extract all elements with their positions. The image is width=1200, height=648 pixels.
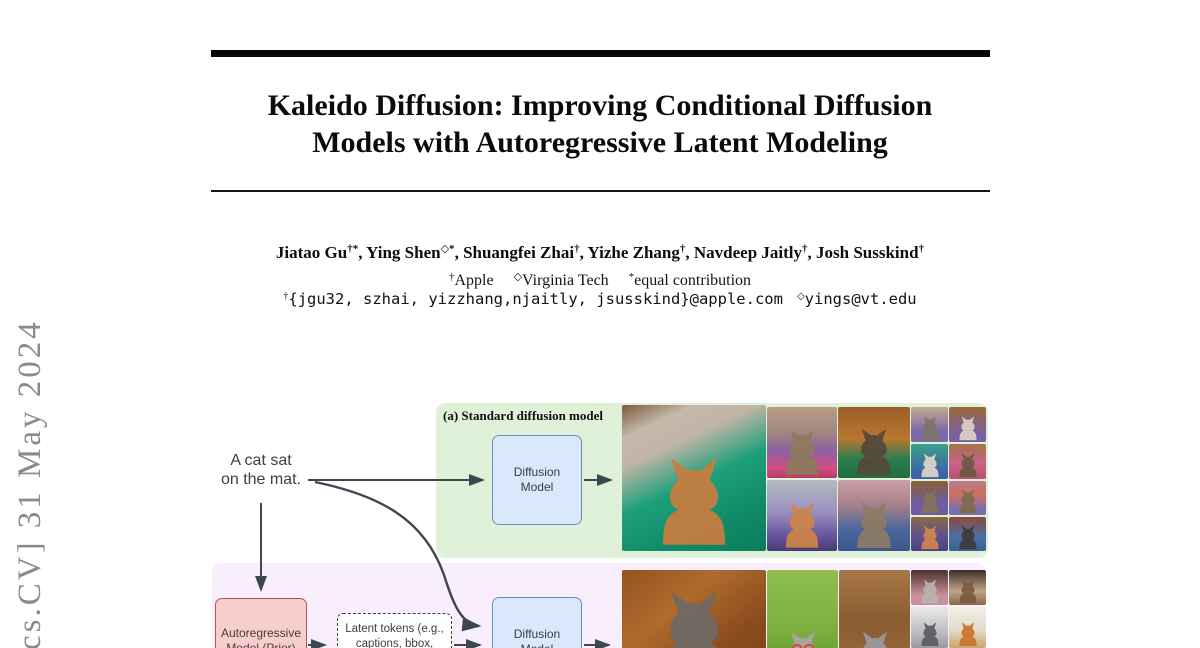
affil: *equal contribution <box>628 271 752 290</box>
cat-image-cartoon <box>767 570 838 648</box>
affil: ◇Virginia Tech <box>513 271 609 290</box>
author: Shuangfei Zhai† <box>463 243 580 262</box>
authors-line: Jiatao Gu†*, Ying Shen◇*, Shuangfei Zhai… <box>275 243 925 262</box>
author: Ying Shen◇* <box>366 243 455 262</box>
autoregressive-prior-box: Autoregressive Model (Prior) <box>215 598 307 648</box>
author: Josh Susskind† <box>816 243 925 262</box>
cat-image <box>911 481 948 515</box>
cat-image <box>949 481 986 515</box>
cat-image <box>767 480 837 551</box>
cat-image <box>949 570 986 605</box>
cat-image <box>911 570 948 605</box>
cat-image <box>949 444 986 479</box>
panel-a-label: (a) Standard diffusion model <box>443 408 603 423</box>
cat-image <box>622 570 766 648</box>
samples-grid-standard <box>622 405 988 551</box>
cat-image <box>838 407 910 478</box>
title-rule-bottom <box>211 190 990 192</box>
email-item: †{jgu32, szhai, yizzhang,njaitly, jsussk… <box>283 290 783 308</box>
cat-image <box>911 517 948 551</box>
diffusion-model-box-b: Diffusion Model <box>492 597 582 648</box>
author: Jiatao Gu†* <box>275 243 359 262</box>
prompt-text: A cat sat on the mat. <box>220 452 302 488</box>
paper-title-line2: Models with Autoregressive Latent Modeli… <box>312 126 888 159</box>
cat-image <box>767 407 837 478</box>
cat-image <box>949 517 986 551</box>
latent-tokens-box: Latent tokens (e.g., captions, bbox, <box>337 613 452 648</box>
cat-image <box>839 570 910 648</box>
cat-image <box>949 607 986 648</box>
emails-line: †{jgu32, szhai, yizzhang,njaitly, jsussk… <box>100 290 1100 308</box>
title-rule-top <box>211 50 990 57</box>
cat-image <box>911 607 948 648</box>
email-item: ◇yings@vt.edu <box>796 290 917 308</box>
cat-image <box>622 405 766 551</box>
cat-image <box>911 444 948 479</box>
paper-title-line1: Kaleido Diffusion: Improving Conditional… <box>267 89 933 122</box>
author: Navdeep Jaitly† <box>693 243 808 262</box>
diffusion-model-box-a: Diffusion Model <box>492 435 582 525</box>
cat-image <box>949 407 986 442</box>
cat-image <box>911 407 948 442</box>
cat-image <box>838 480 910 551</box>
paper-title: Kaleido Diffusion: Improving Conditional… <box>150 87 1050 161</box>
arxiv-stamp: [cs.CV] 31 May 2024 <box>12 319 48 648</box>
affil: †Apple <box>448 271 494 290</box>
affiliations-line: †Apple ◇Virginia Tech *equal contribution <box>100 272 1100 290</box>
author: Yizhe Zhang† <box>587 243 686 262</box>
samples-grid-kaleido <box>622 570 988 648</box>
